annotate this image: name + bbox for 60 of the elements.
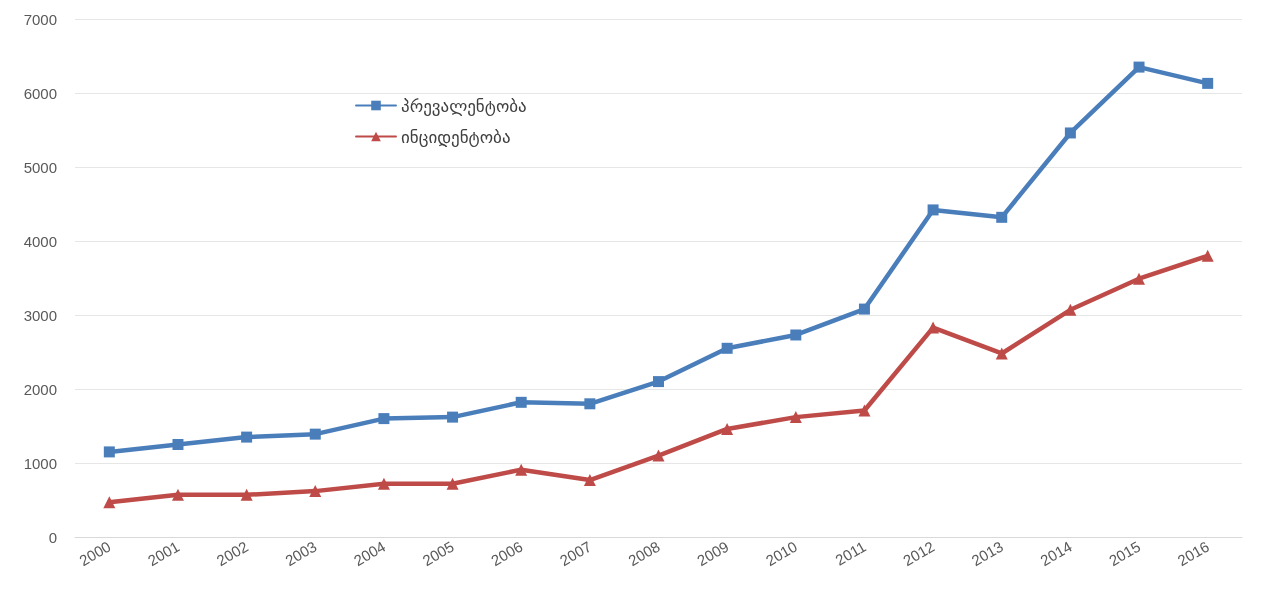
x-tick-label: 2010 <box>762 537 801 570</box>
x-tick-label: 2005 <box>419 537 457 570</box>
point <box>858 404 871 417</box>
y-tick-label: 3000 <box>23 306 57 324</box>
point <box>653 376 664 388</box>
point <box>309 428 321 440</box>
y-tick-label: 4000 <box>23 232 57 250</box>
point <box>652 449 665 462</box>
point <box>103 496 116 509</box>
point <box>790 329 802 341</box>
point <box>858 303 870 315</box>
x-tick-label: 2014 <box>1037 537 1075 570</box>
point <box>172 439 184 450</box>
x-tick-label: 2013 <box>968 537 1006 570</box>
point <box>240 488 253 501</box>
x-tick-label: 2001 <box>144 537 183 570</box>
x-tick-label: 2007 <box>556 537 595 570</box>
point <box>927 204 939 216</box>
point <box>995 347 1008 360</box>
x-tick-label: 2004 <box>350 537 389 570</box>
x-tick-label: 2006 <box>488 537 526 570</box>
y-tick-label: 1000 <box>23 454 57 472</box>
point <box>378 413 390 425</box>
x-tick-label: 2002 <box>213 537 251 570</box>
point <box>1202 77 1214 89</box>
x-tick-label: 2009 <box>694 537 732 570</box>
point <box>584 398 596 410</box>
point <box>515 396 527 408</box>
point <box>583 474 596 487</box>
point <box>241 431 253 443</box>
point <box>721 342 733 354</box>
point <box>309 485 322 498</box>
point <box>515 463 528 476</box>
point <box>103 446 115 458</box>
point <box>446 477 459 490</box>
point <box>377 477 390 490</box>
y-tick-label: 7000 <box>23 10 57 28</box>
y-tick-label: 5000 <box>23 158 57 176</box>
x-tick-label: 2011 <box>832 537 869 569</box>
point <box>1201 249 1214 262</box>
legend-label: ინციდენტობა <box>401 126 511 147</box>
point <box>447 411 459 423</box>
x-tick-label: 2008 <box>625 537 663 570</box>
x-tick-label: 2016 <box>1174 537 1212 570</box>
y-tick-label: 2000 <box>23 380 57 398</box>
y-tick-label: 6000 <box>23 84 57 102</box>
y-tick-label: 0 <box>48 528 57 546</box>
point <box>1133 272 1146 285</box>
x-tick-label: 2003 <box>282 537 320 570</box>
point <box>171 488 184 501</box>
legend-label: პრევალენტობა <box>401 95 527 116</box>
x-tick-label: 2012 <box>899 537 938 570</box>
x-tick-label: 2015 <box>1105 537 1144 570</box>
point <box>789 411 802 424</box>
point <box>1064 127 1076 139</box>
point <box>721 422 734 435</box>
point <box>1064 303 1077 316</box>
point <box>1133 61 1145 73</box>
x-tick-label: 2000 <box>76 537 114 570</box>
point <box>996 211 1008 223</box>
